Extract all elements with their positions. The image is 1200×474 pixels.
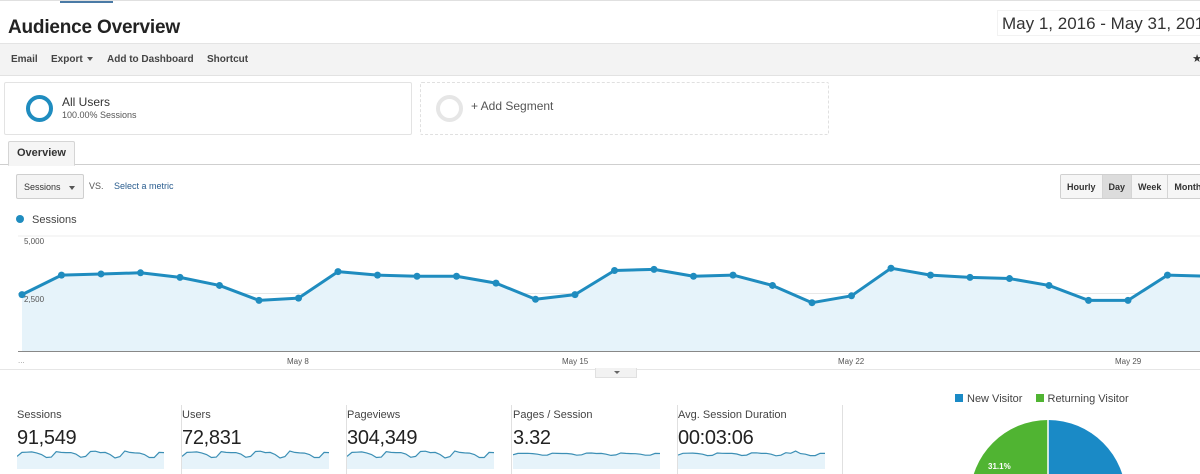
star-icon[interactable]: ★ (1192, 53, 1200, 65)
add-to-dashboard-button[interactable]: Add to Dashboard (107, 54, 194, 65)
add-segment-button[interactable]: + Add Segment (420, 82, 829, 135)
chevron-down-icon (614, 371, 620, 374)
export-label: Export (51, 54, 83, 65)
pie-returning-pct: 31.1% (988, 462, 1011, 471)
report-toolbar: Email Export Add to Dashboard Shortcut ★ (0, 43, 1200, 76)
segment-all-users[interactable]: All Users 100.00% Sessions (4, 82, 412, 135)
week-button[interactable]: Week (1132, 175, 1169, 198)
page-title: Audience Overview (8, 17, 180, 38)
users-sparkline (182, 450, 329, 469)
metric-value: 00:03:06 (678, 427, 754, 449)
chart-resize-handle[interactable] (595, 368, 637, 378)
hourly-button[interactable]: Hourly (1061, 175, 1103, 198)
y-tick-5000: 5,000 (24, 237, 45, 246)
metric-label: Pageviews (347, 409, 401, 421)
shortcut-button[interactable]: Shortcut (207, 54, 249, 65)
pie-legend: New Visitor Returning Visitor (955, 393, 1129, 405)
chevron-down-icon (86, 57, 93, 62)
series-dot-icon (16, 215, 24, 223)
pageviews-sparkline (347, 450, 494, 469)
pages-per-session-sparkline (513, 452, 660, 469)
x-tick-may15: May 15 (562, 357, 589, 366)
sessions-chart[interactable]: 5,000 2,500 ... May 8 May 15 May 22 May … (0, 230, 1200, 380)
metric-value: 3.32 (513, 427, 551, 449)
empty-segment-ring-icon (436, 95, 463, 122)
tab-bar: Overview (0, 140, 1200, 166)
x-tick-may8: May 8 (287, 357, 309, 366)
metric-sessions[interactable]: Sessions 91,549 (17, 405, 182, 474)
metric-dropdown-label: Sessions (24, 182, 61, 192)
x-tick-may22: May 22 (838, 357, 865, 366)
x-tick-ellipsis: ... (18, 356, 25, 365)
metric-pages-per-session[interactable]: Pages / Session 3.32 (513, 405, 678, 474)
date-range-picker[interactable]: May 1, 2016 - May 31, 2016 (997, 10, 1200, 36)
metric-label: Avg. Session Duration (678, 409, 787, 421)
email-button[interactable]: Email (11, 54, 38, 65)
add-segment-label: + Add Segment (471, 99, 554, 113)
metric-users[interactable]: Users 72,831 (182, 405, 347, 474)
sessions-line-chart (0, 235, 1200, 370)
metric-label: Sessions (17, 409, 62, 421)
returning-visitor-swatch-icon (1035, 394, 1044, 402)
chevron-down-icon (69, 186, 75, 190)
metric-value: 72,831 (182, 427, 242, 449)
x-tick-may29: May 29 (1115, 357, 1142, 366)
legend-returning-visitor: Returning Visitor (1047, 393, 1129, 405)
vs-label: VS. (89, 181, 104, 191)
day-button[interactable]: Day (1102, 175, 1133, 198)
metric-value: 304,349 (347, 427, 418, 449)
chart-legend: Sessions (16, 214, 77, 226)
visitor-pie-chart[interactable] (970, 420, 1130, 474)
avg-duration-sparkline (678, 450, 825, 469)
metric-label: Pages / Session (513, 409, 593, 421)
segment-name: All Users (62, 95, 111, 109)
metric-pageviews[interactable]: Pageviews 304,349 (347, 405, 512, 474)
legend-label: Sessions (32, 214, 77, 226)
granularity-toggle: Hourly Day Week Month (1060, 174, 1200, 199)
export-button[interactable]: Export (51, 54, 93, 65)
segment-subtitle: 100.00% Sessions (62, 110, 137, 120)
new-visitor-swatch-icon (955, 394, 963, 402)
y-tick-2500: 2,500 (24, 295, 45, 304)
top-nav-strip (0, 0, 1200, 4)
month-button[interactable]: Month (1168, 175, 1200, 198)
metric-label: Users (182, 409, 211, 421)
select-metric-link[interactable]: Select a metric (114, 181, 174, 191)
tab-overview[interactable]: Overview (8, 141, 75, 166)
segment-ring-icon (26, 95, 53, 122)
metric-value: 91,549 (17, 427, 77, 449)
sessions-sparkline (17, 450, 164, 469)
metric-dropdown[interactable]: Sessions (16, 174, 84, 199)
active-nav-indicator (60, 1, 113, 3)
legend-new-visitor: New Visitor (967, 393, 1023, 405)
metric-avg-session-duration[interactable]: Avg. Session Duration 00:03:06 (678, 405, 843, 474)
